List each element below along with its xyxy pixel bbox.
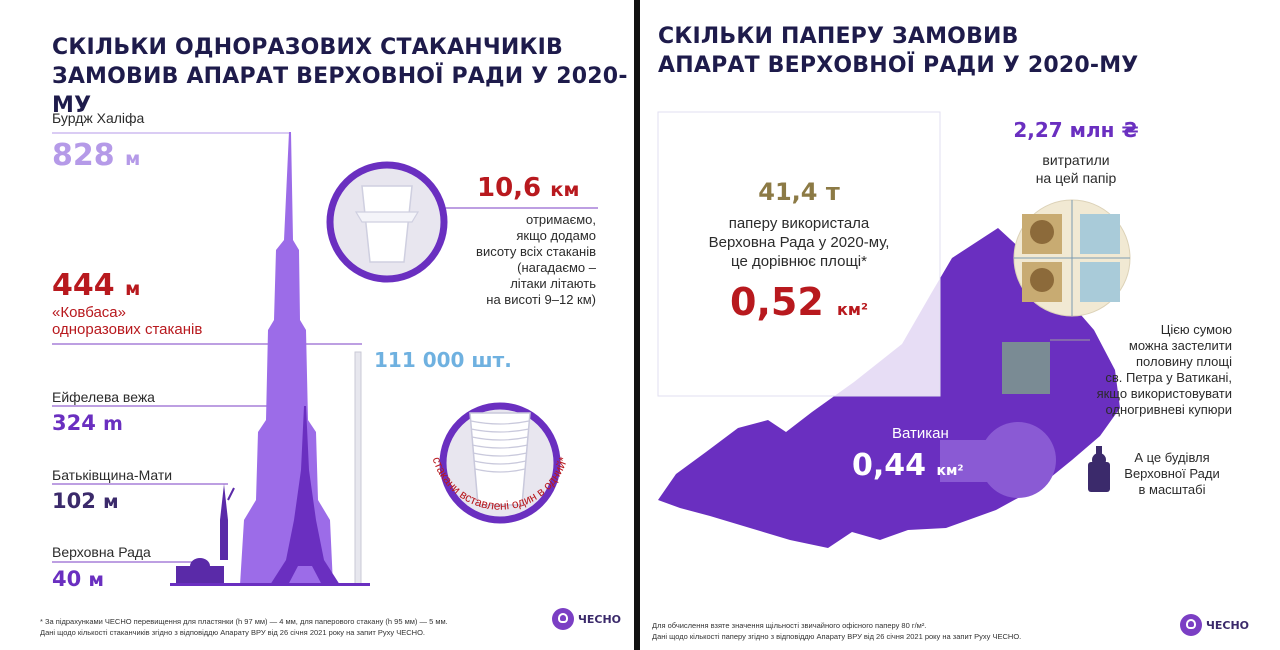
chesno-logo-icon [552, 608, 574, 630]
rada-scale-note: А це будівля Верховної Ради в масштабі [1124, 450, 1220, 497]
cups-illustration [52, 132, 598, 586]
sausage-label: «Ковбаса» одноразових стаканів [52, 304, 203, 338]
chesno-logo-right[interactable]: ЧЕСНО [1180, 614, 1249, 636]
money-explanation: витратили на цей папір [1035, 152, 1117, 186]
vatican-label: Ватикан [892, 425, 949, 442]
motherland-statue-shape [220, 520, 228, 560]
paper-explanation: паперу використала Верховна Рада у 2020-м… [708, 215, 890, 270]
km-explanation: отримаємо, якщо додамо висоту всіх стакані… [476, 212, 596, 307]
burj-height: 828 м [52, 138, 141, 173]
paper-infographic: СКІЛЬКИ ПАПЕРУ ЗАМОВИВ АПАРАТ ВЕРХОВНОЇ Р… [640, 0, 1280, 650]
rada-building-shape [176, 566, 224, 585]
cups-total-height: 10,6 км [477, 173, 580, 203]
sausage-height: 444 м [52, 268, 141, 303]
chesno-logo-right-icon [1180, 614, 1202, 636]
right-title: СКІЛЬКИ ПАПЕРУ ЗАМОВИВ АПАРАТ ВЕРХОВНОЇ Р… [658, 24, 1139, 78]
burj-label: Бурдж Халіфа [52, 110, 145, 126]
motherland-height: 102 м [52, 489, 119, 513]
paper-area: 0,52 км² [730, 280, 868, 324]
money-area-patch [1002, 342, 1050, 394]
money-spent: 2,27 млн ₴ [1013, 118, 1139, 142]
right-footnote: Для обчислення взяте значення щільності … [652, 621, 1022, 641]
cups-infographic: СКІЛЬКИ ОДНОРАЗОВИХ СТАКАНЧИКІВ ЗАМОВИВ А… [0, 0, 634, 650]
left-title: СКІЛЬКИ ОДНОРАЗОВИХ СТАКАНЧИКІВ ЗАМОВИВ А… [52, 35, 628, 118]
paper-weight: 41,4 т [758, 178, 840, 206]
eiffel-label: Ейфелева вежа [52, 389, 155, 405]
cup-stack-column [354, 351, 362, 586]
rada-height: 40 м [52, 567, 104, 591]
cups-count: 111 000 шт. [374, 348, 512, 372]
banknote-note: Цією сумою можна застелити половину площі с… [1096, 322, 1232, 417]
vatican-illustration [657, 111, 1131, 548]
panel-divider [634, 0, 640, 650]
rada-label: Верховна Рада [52, 544, 151, 560]
eiffel-tower-shape [270, 406, 340, 585]
eiffel-height: 324 m [52, 411, 123, 435]
chesno-logo[interactable]: ЧЕСНО [552, 608, 621, 630]
burj-khalifa-shape [240, 132, 333, 585]
motherland-label: Батьківщина-Мати [52, 467, 173, 483]
left-footnote: * За підрахунками ЧЕСНО перевищення для … [40, 617, 448, 637]
rada-building-icon [1088, 446, 1110, 492]
paper-area-square [657, 111, 941, 397]
vatican-area: 0,44 км² [852, 448, 964, 483]
